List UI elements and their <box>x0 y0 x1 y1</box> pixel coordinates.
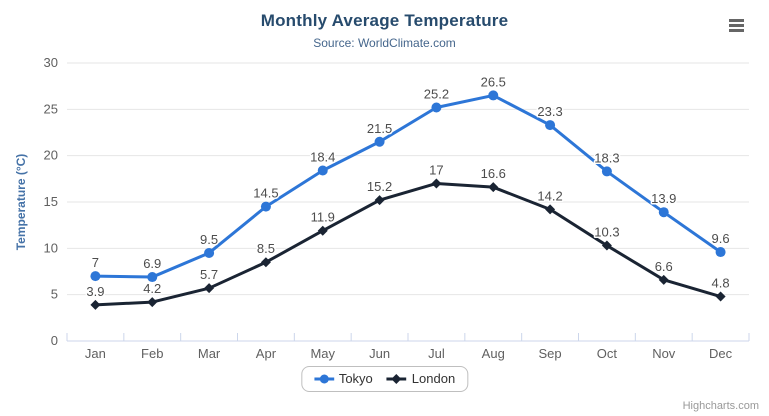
data-point-marker-london[interactable] <box>488 182 499 193</box>
data-label: 16.6 <box>481 166 506 181</box>
y-axis-label: 15 <box>44 194 58 209</box>
data-label: 4.2 <box>143 281 161 296</box>
data-label: 10.3 <box>594 225 619 240</box>
data-label: 7 <box>92 255 99 270</box>
x-axis-label: Jun <box>369 346 390 361</box>
data-point-marker-tokyo[interactable] <box>715 247 726 258</box>
data-label: 21.5 <box>367 121 392 136</box>
data-point-marker-london[interactable] <box>147 297 158 308</box>
data-label: 11.9 <box>311 210 335 225</box>
context-menu-button[interactable] <box>727 15 749 35</box>
series-line-london <box>93 181 723 307</box>
data-label: 9.6 <box>712 231 730 246</box>
data-point-marker-london[interactable] <box>374 195 385 206</box>
data-label: 3.9 <box>86 284 104 299</box>
data-label: 5.7 <box>200 267 218 282</box>
data-label: 6.6 <box>655 259 673 274</box>
data-point-marker-tokyo[interactable] <box>658 207 669 218</box>
series-line-tokyo <box>93 93 723 279</box>
data-point-marker-london[interactable] <box>317 225 328 236</box>
data-point-marker-tokyo[interactable] <box>204 247 215 258</box>
legend-item-tokyo[interactable]: Tokyo <box>313 371 373 386</box>
legend-label-tokyo: Tokyo <box>338 371 373 386</box>
data-label: 14.2 <box>537 188 562 203</box>
tokyo-series-symbol <box>313 374 334 383</box>
data-point-marker-tokyo[interactable] <box>545 120 556 131</box>
data-point-marker-london[interactable] <box>90 299 101 310</box>
x-axis-label: Nov <box>652 346 676 361</box>
chart-title: Monthly Average Temperature <box>260 11 509 30</box>
data-label: 15.2 <box>367 179 392 194</box>
x-axis-label: May <box>310 346 335 361</box>
data-point-marker-tokyo[interactable] <box>431 102 442 113</box>
data-point-marker-tokyo[interactable] <box>317 165 328 176</box>
data-label: 25.2 <box>424 86 449 101</box>
legend: Tokyo London <box>300 366 469 392</box>
y-axis-label: 5 <box>51 287 58 302</box>
data-label: 26.5 <box>481 74 506 89</box>
hamburger-menu-icon <box>729 23 744 27</box>
x-axis-label: Jul <box>428 346 445 361</box>
x-axis-label: Aug <box>482 346 505 361</box>
data-label: 18.4 <box>310 149 335 164</box>
x-axis-label: Apr <box>256 346 277 361</box>
data-point-marker-tokyo[interactable] <box>90 271 101 282</box>
data-point-marker-tokyo[interactable] <box>488 90 499 101</box>
data-label: 18.3 <box>594 150 619 165</box>
hamburger-menu-icon <box>729 18 744 22</box>
credits-link[interactable]: Highcharts.com <box>682 400 759 412</box>
data-point-marker-london[interactable] <box>601 240 612 251</box>
data-label: 9.5 <box>200 232 218 247</box>
x-axis-label: Oct <box>597 346 618 361</box>
data-point-marker-london[interactable] <box>545 204 556 215</box>
y-axis-label: 0 <box>51 333 58 348</box>
data-label: 17 <box>429 162 443 177</box>
data-label: 13.9 <box>651 191 676 206</box>
y-axis-label: 10 <box>44 240 58 255</box>
data-point-marker-london[interactable] <box>658 274 669 285</box>
data-point-marker-tokyo[interactable] <box>260 201 271 212</box>
y-axis-label: 30 <box>44 55 58 70</box>
hamburger-menu-icon <box>729 28 744 32</box>
x-axis-label: Feb <box>141 346 163 361</box>
y-axis-label: 20 <box>44 148 58 163</box>
london-series-symbol <box>386 373 407 384</box>
x-axis-label: Jan <box>85 346 106 361</box>
data-label: 8.5 <box>257 241 275 256</box>
data-point-marker-london[interactable] <box>431 178 442 189</box>
data-point-marker-tokyo[interactable] <box>147 272 158 283</box>
data-label: 23.3 <box>537 104 562 119</box>
y-axis-label: 25 <box>44 101 58 116</box>
x-axis-label: Sep <box>539 346 562 361</box>
data-point-marker-tokyo[interactable] <box>374 136 385 147</box>
data-point-marker-london[interactable] <box>204 283 215 294</box>
data-label: 4.8 <box>712 276 730 291</box>
x-axis-label: Dec <box>709 346 733 361</box>
data-point-marker-london[interactable] <box>715 291 726 302</box>
legend-item-london[interactable]: London <box>386 371 456 386</box>
data-point-marker-london[interactable] <box>260 257 271 268</box>
data-label: 14.5 <box>253 186 278 201</box>
chart-subtitle: Source: WorldClimate.com <box>313 36 456 50</box>
data-point-marker-tokyo[interactable] <box>601 166 612 177</box>
x-axis-label: Mar <box>198 346 221 361</box>
data-label: 6.9 <box>143 256 161 271</box>
legend-label-london: London <box>411 371 456 386</box>
